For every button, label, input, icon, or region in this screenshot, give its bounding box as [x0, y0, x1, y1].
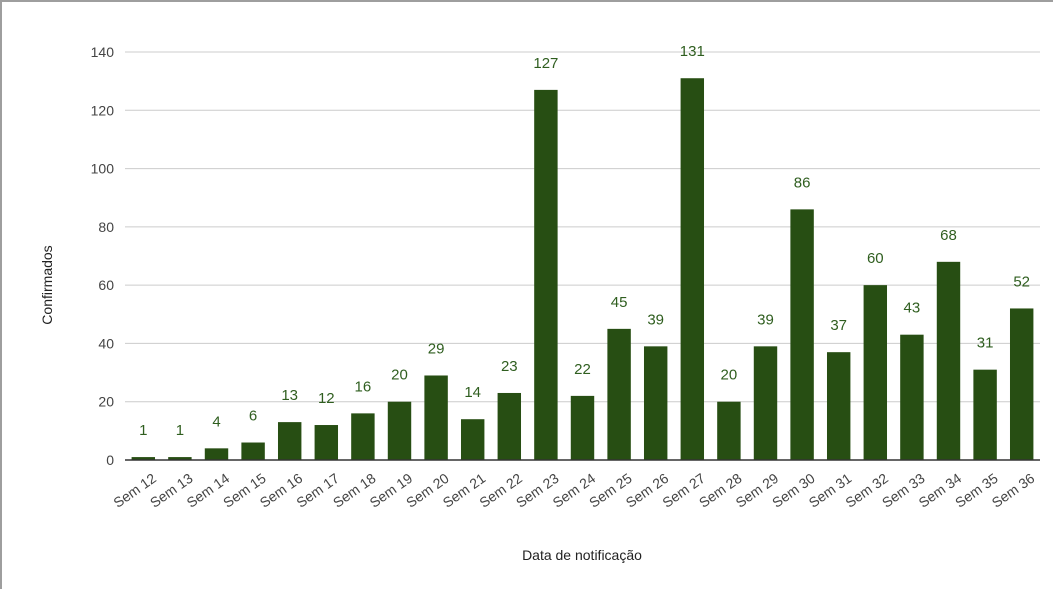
data-label: 52: [1013, 273, 1030, 290]
bar: [204, 448, 229, 460]
bar: [973, 369, 997, 460]
y-tick-label: 40: [98, 335, 114, 351]
bar: [717, 401, 741, 460]
data-label: 86: [794, 174, 811, 191]
bar: [643, 346, 668, 460]
data-label: 1: [176, 422, 184, 439]
y-tick-label: 0: [106, 452, 114, 468]
data-label: 4: [212, 413, 220, 430]
data-label: 68: [940, 227, 957, 244]
bar: [497, 392, 522, 460]
data-labels: 1 14 613 1216202914231272245391312039863760…: [139, 43, 1030, 439]
data-label: 39: [757, 311, 774, 328]
data-label: 127: [533, 55, 558, 72]
x-tick-label: Sem 36: [989, 470, 1038, 511]
y-tick-label: 140: [91, 44, 115, 60]
bar: [900, 334, 924, 460]
data-label: 60: [867, 250, 884, 267]
data-label: 12: [318, 390, 335, 407]
data-label: 14: [464, 384, 481, 401]
data-label: 131: [680, 43, 705, 60]
bar: [607, 328, 631, 460]
x-axis-title: Data de notificação: [522, 547, 642, 563]
bars: [131, 78, 1034, 460]
bar: [277, 422, 302, 460]
data-label: 29: [428, 340, 445, 357]
top-border: [0, 0, 1053, 2]
y-axis-title: Confirmados: [39, 245, 55, 324]
bar: [387, 401, 412, 460]
y-tick-label: 80: [98, 219, 114, 235]
data-label: 1: [139, 422, 147, 439]
data-label: 13: [281, 387, 298, 404]
data-label: 6: [249, 408, 257, 425]
bar: [826, 352, 851, 460]
bar: [790, 209, 814, 460]
bar: [534, 89, 558, 460]
y-tick-label: 120: [91, 102, 115, 118]
y-axis-ticks: 0 20 40 60 80 100 120 140: [91, 44, 115, 468]
y-tick-label: 60: [98, 277, 114, 293]
y-tick-label: 100: [91, 161, 115, 177]
bar: [936, 261, 961, 460]
data-label: 39: [647, 311, 664, 328]
bar: [460, 419, 485, 460]
data-label: 20: [391, 367, 408, 384]
bar: [680, 78, 705, 460]
bar: [753, 346, 778, 460]
data-label: 20: [721, 367, 738, 384]
bar: [351, 413, 375, 460]
bar: [241, 442, 265, 460]
data-label: 22: [574, 361, 591, 378]
data-label: 31: [977, 335, 994, 352]
bar: [131, 457, 156, 460]
bar: [424, 375, 448, 460]
bar: [314, 425, 339, 460]
left-border: [0, 0, 2, 589]
data-label: 16: [355, 378, 372, 395]
data-label: 43: [904, 300, 921, 317]
bar: [168, 457, 192, 460]
bar: [570, 395, 595, 460]
bar: [1009, 308, 1034, 460]
data-label: 45: [611, 294, 628, 311]
data-label: 37: [830, 317, 847, 334]
bar: [863, 285, 888, 460]
y-tick-label: 20: [98, 394, 114, 410]
data-label: 23: [501, 358, 518, 375]
